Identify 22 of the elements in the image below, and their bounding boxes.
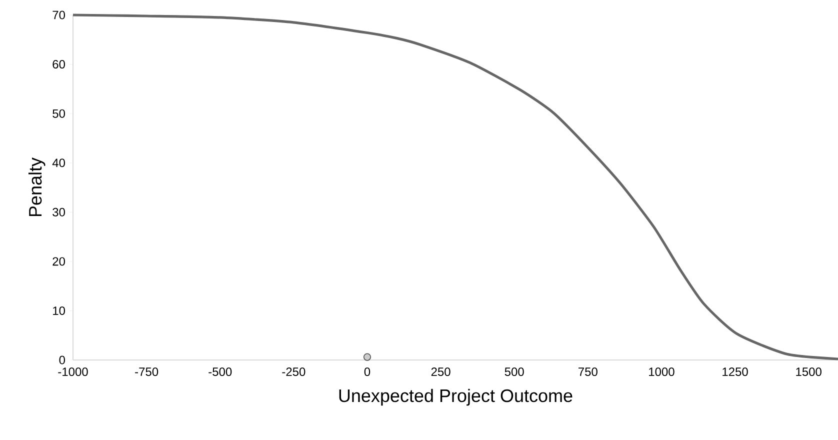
x-tick-label: -500 <box>208 368 232 376</box>
x-tick-label: -250 <box>282 368 306 376</box>
x-tick-label: 0 <box>364 368 370 376</box>
x-tick-label: 750 <box>578 368 598 376</box>
y-tick-label: 10 <box>53 306 66 315</box>
x-tick-label: 1250 <box>722 368 748 376</box>
y-tick-label: 70 <box>52 10 66 20</box>
x-axis-title: Unexpected Project Outcome <box>339 388 572 406</box>
y-tick-label: 20 <box>52 257 66 266</box>
line-series <box>72 14 838 360</box>
y-tick-label: 60 <box>52 60 66 69</box>
y-tick-label: 50 <box>52 109 66 118</box>
x-tick-label: 1000 <box>649 368 674 376</box>
y-tick-label: 30 <box>52 208 66 216</box>
y-tick-label: 40 <box>52 158 66 168</box>
x-tick-label: 250 <box>431 368 450 376</box>
y-tick-label: 0 <box>59 356 66 364</box>
y-axis-title: Penalty <box>28 158 46 216</box>
x-tick-label: 500 <box>504 368 524 376</box>
x-tick-label: -750 <box>135 368 158 376</box>
x-tick-label: -1000 <box>58 368 88 376</box>
x-tick-label: 1500 <box>796 368 822 376</box>
